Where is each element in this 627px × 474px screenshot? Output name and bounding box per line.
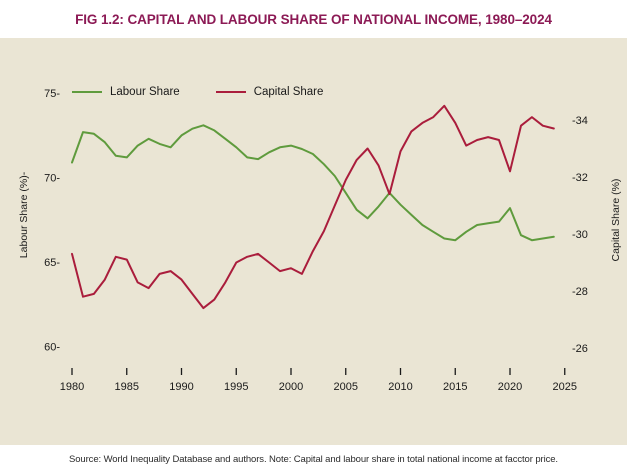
right-axis-tick-label: -28	[572, 286, 588, 298]
x-axis-tick-label: 2025	[553, 381, 577, 393]
x-axis-tick-label: 2015	[443, 381, 467, 393]
chart-panel: Labour Share Capital Share Labour Share …	[0, 38, 627, 445]
legend: Labour Share Capital Share	[72, 86, 323, 98]
labour-line-swatch	[72, 91, 102, 93]
x-axis-tick-label: 1985	[115, 381, 139, 393]
left-axis-tick-label: 65-	[44, 257, 60, 269]
legend-label-labour: Labour Share	[110, 86, 180, 98]
figure-title: FIG 1.2: CAPITAL AND LABOUR SHARE OF NAT…	[75, 11, 552, 27]
right-axis-tick-label: -32	[572, 172, 588, 184]
left-axis-tick-label: 60-	[44, 342, 60, 354]
x-axis-tick-label: 2010	[388, 381, 412, 393]
right-axis-tick-label: -26	[572, 343, 588, 355]
left-axis-tick-label: 70-	[44, 173, 60, 185]
right-axis-tick-label: -34	[572, 115, 588, 127]
legend-item-capital: Capital Share	[215, 86, 324, 98]
capital-line-swatch	[215, 91, 246, 93]
left-axis-tick-label: 75-	[44, 88, 60, 100]
source-note: Source: World Inequality Database and au…	[69, 454, 558, 465]
x-axis-tick-label: 2005	[334, 381, 358, 393]
legend-item-labour: Labour Share	[72, 86, 180, 98]
x-axis-tick-label: 2020	[498, 381, 522, 393]
legend-label-capital: Capital Share	[253, 86, 324, 98]
right-axis-tick-label: -30	[572, 229, 588, 241]
capital-share-line	[71, 104, 555, 310]
x-axis-tick-label: 1980	[60, 381, 84, 393]
x-axis-tick-label: 1990	[169, 381, 193, 393]
chart-plot: 75- 70- 65- 60- -34 -32 -30 -28 -26 1980 1985 1990 1…	[44, 88, 588, 393]
x-axis-tick-label: 1995	[224, 381, 248, 393]
x-axis-tick-label: 2000	[279, 381, 303, 393]
labour-share-line	[71, 124, 555, 242]
